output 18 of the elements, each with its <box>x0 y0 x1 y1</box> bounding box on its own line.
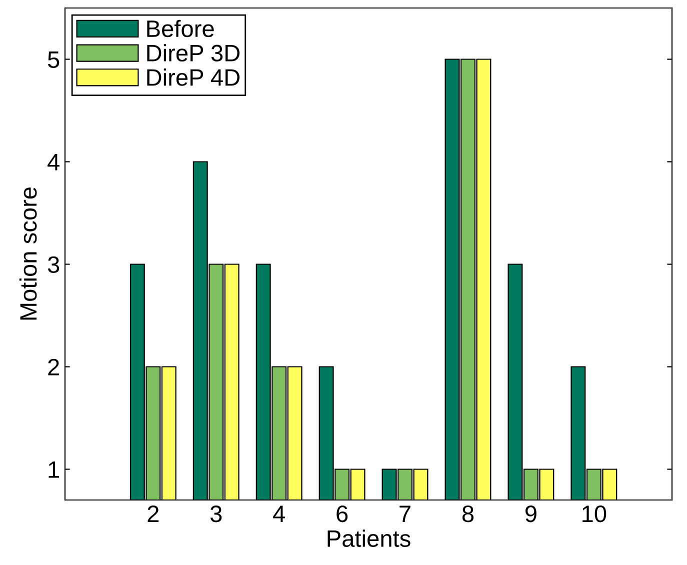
x-tick-label: 9 <box>525 505 536 522</box>
legend-label: DireP 3D <box>147 44 240 62</box>
x-tick-label: 10 <box>582 505 606 522</box>
x-axis-title: Patients <box>328 530 410 547</box>
x-tick-label: 8 <box>462 505 474 522</box>
y-tick-label: 4 <box>48 154 60 170</box>
x-tick-label: 4 <box>273 506 285 522</box>
y-tick-label: 5 <box>48 52 60 68</box>
x-tick-label: 7 <box>400 506 410 522</box>
x-tick-label: 3 <box>210 505 222 522</box>
y-tick-label: 3 <box>48 256 60 274</box>
x-tick-label: 2 <box>148 505 159 522</box>
y-tick-label: 2 <box>48 358 59 376</box>
legend-label: Before <box>147 20 214 38</box>
y-axis-title: Motion score <box>19 187 37 320</box>
legend-label: DireP 4D <box>147 68 240 86</box>
x-tick-label: 6 <box>336 505 348 522</box>
y-tick-label: 1 <box>48 462 59 478</box>
